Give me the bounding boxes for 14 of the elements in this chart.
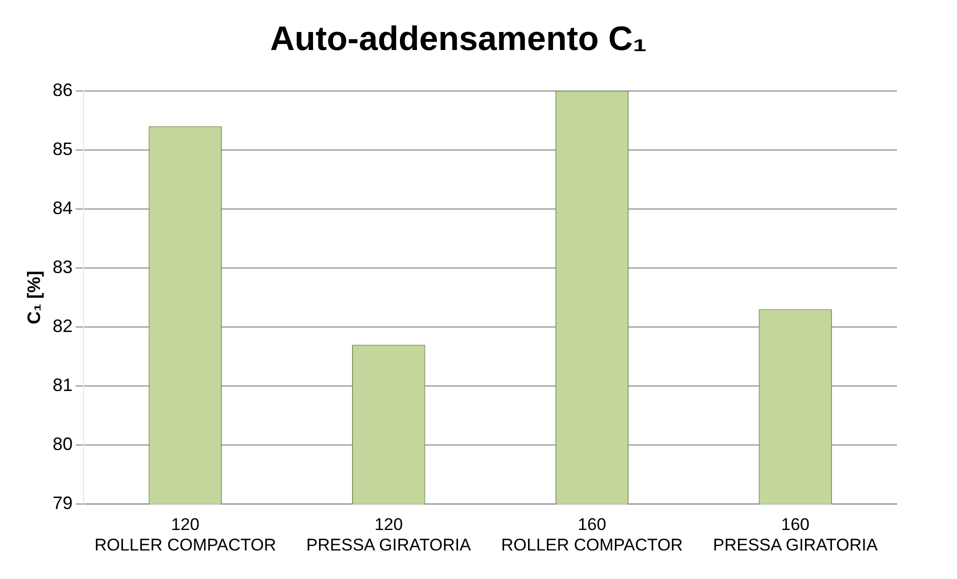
y-tick-label: 82 [52,316,73,336]
y-tick-label: 85 [52,138,73,159]
y-tick-label: 81 [52,375,73,396]
y-tick-label: 79 [52,493,73,514]
y-axis-title: C₁ [%] [24,270,44,324]
y-tick-label: 86 [52,80,73,100]
y-tick-label: 80 [52,434,73,454]
x-tick-label: 120 ROLLER COMPACTOR [94,515,276,554]
x-tick-label: 160 PRESSA GIRATORIA [712,515,878,554]
chart-title: Auto-addensamento C₁ [270,20,647,58]
y-tick-label: 83 [52,256,73,277]
y-tick-label: 84 [52,198,73,218]
x-tick-label: 160 ROLLER COMPACTOR [501,515,683,554]
x-tick-label: 120 PRESSA GIRATORIA [306,515,472,554]
